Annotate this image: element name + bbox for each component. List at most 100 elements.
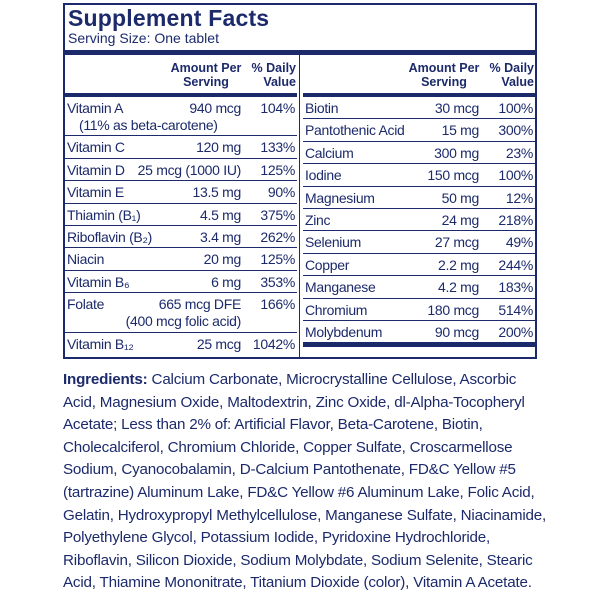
nutrient-name: Pantothenic Acid: [305, 122, 405, 139]
nutrient-name: Iodine: [305, 167, 342, 184]
daily-value: 375%: [260, 206, 295, 223]
amount: 25 mcg: [196, 335, 241, 352]
nutrient-name: Vitamin B₆: [67, 273, 130, 290]
column-divider: [299, 55, 300, 357]
amount: 300 mg: [434, 144, 479, 161]
nutrient-name: Riboflavin (B₂): [67, 228, 152, 245]
nutrient-name: Vitamin E: [67, 184, 124, 201]
nutrient-row: Selenium 27 mcg 49%: [303, 230, 535, 252]
nutrient-row: Manganese 4.2 mg 183%: [303, 275, 535, 297]
nutrient-name: Selenium: [305, 234, 361, 251]
daily-value: 125%: [260, 251, 295, 268]
column-header: Amount Per Serving % Daily Value: [303, 55, 535, 97]
nutrient-row: Molybdenum 90 mcg 200%: [303, 319, 535, 342]
nutrient-row: Biotin 30 mcg 100%: [303, 97, 535, 118]
daily-value: 262%: [260, 228, 295, 245]
nutrient-name: Vitamin B₁₂: [67, 335, 134, 352]
amount: 25 mcg (1000 IU): [137, 161, 242, 178]
ingredients-text: Calcium Carbonate, Microcrystalline Cell…: [63, 371, 547, 592]
amount: 180 mcg: [427, 301, 479, 318]
daily-value: 100%: [498, 100, 533, 116]
nutrient-name: Copper: [305, 256, 350, 273]
nutrient-name: Biotin: [305, 100, 339, 116]
nutrient-row: Chromium 180 mcg 514%: [303, 297, 535, 320]
nutrient-name: Molybdenum: [305, 323, 383, 340]
amount: 150 mcg: [427, 167, 479, 184]
amount: 27 mcg: [434, 234, 479, 251]
nutrient-row: Copper 2.2 mg 244%: [303, 252, 535, 275]
serving-size: Serving Size: One tablet: [68, 30, 219, 46]
nutrient-row: Vitamin D 25 mcg (1000 IU) 125%: [65, 157, 297, 180]
nutrient-row: Niacin 20 mg 125%: [65, 247, 297, 269]
amount: 3.4 mg: [200, 228, 241, 245]
daily-value: 100%: [498, 167, 533, 184]
column-header: Amount Per Serving % Daily Value: [65, 55, 297, 97]
rows: Vitamin A 940 mcg 104% (11% as beta-caroten…: [65, 97, 297, 354]
amount-header: Amount Per Serving: [170, 61, 242, 89]
nutrient-row: Pantothenic Acid 15 mg 300%: [303, 118, 535, 140]
amount: 120 mg: [196, 139, 241, 156]
amount-note: (400 mcg folic acid): [125, 313, 242, 330]
ingredients: Ingredients: Calcium Carbonate, Microcry…: [63, 369, 547, 595]
nutrient-row: Vitamin B₆ 6 mg 353%: [65, 269, 297, 292]
amount: 4.2 mg: [438, 279, 479, 296]
nutrient-row: Folate 665 mcg DFE 166% (400 mcg folic acid…: [65, 292, 297, 331]
nutrient-row: Calcium 300 mg 23%: [303, 140, 535, 163]
daily-value: 200%: [498, 323, 533, 340]
daily-value: 1042%: [252, 335, 295, 352]
amount: 6 mg: [211, 273, 241, 290]
nutrient-row: Vitamin A 940 mcg 104% (11% as beta-caroten…: [65, 97, 297, 135]
daily-value: 12%: [505, 189, 533, 206]
nutrient-row: Zinc 24 mg 218%: [303, 207, 535, 230]
amount: 665 mcg DFE: [158, 296, 242, 313]
amount: 940 mcg: [189, 100, 241, 116]
thick-rule: [303, 342, 535, 348]
amount: 2.2 mg: [438, 256, 479, 273]
nutrient-row: Thiamin (B₁) 4.5 mg 375%: [65, 202, 297, 225]
nutrient-name: Manganese: [305, 279, 376, 296]
daily-value: 514%: [498, 301, 533, 318]
nutrient-row: Magnesium 50 mg 12%: [303, 185, 535, 208]
daily-value: 244%: [498, 256, 533, 273]
nutrient-name: Vitamin D: [67, 161, 125, 178]
daily-value: 49%: [505, 234, 533, 251]
amount: 30 mcg: [434, 100, 479, 116]
daily-value: 166%: [260, 296, 295, 313]
left-column: Amount Per Serving % Daily Value Vitamin A…: [65, 55, 297, 354]
nutrient-name: Magnesium: [305, 189, 375, 206]
daily-value: 300%: [498, 122, 533, 139]
nutrient-name: Calcium: [305, 144, 354, 161]
daily-value: 218%: [498, 211, 533, 228]
amount: 24 mg: [441, 211, 480, 228]
amount: 15 mg: [441, 122, 480, 139]
right-column: Amount Per Serving % Daily Value Biotin 30 …: [303, 55, 535, 348]
nutrient-row: Vitamin E 13.5 mg 90%: [65, 180, 297, 202]
daily-value: 183%: [498, 279, 533, 296]
daily-value: 104%: [260, 100, 295, 116]
nutrient-name: Vitamin A: [67, 100, 124, 116]
nutrient-name: Niacin: [67, 251, 105, 268]
amount-header: Amount Per Serving: [408, 61, 480, 89]
nutrient-name: Thiamin (B₁): [67, 206, 141, 223]
rows: Biotin 30 mcg 100% Pantothenic Acid 15 mg 300…: [303, 97, 535, 342]
nutrient-row: Vitamin B₁₂ 25 mcg 1042%: [65, 331, 297, 354]
nutrient-note: (11% as beta-carotene): [79, 117, 218, 133]
title: Supplement Facts: [68, 5, 270, 31]
ingredients-label: Ingredients:: [63, 371, 148, 388]
daily-value-header: % Daily Value: [489, 61, 534, 89]
nutrient-name: Folate: [67, 296, 105, 313]
amount: 4.5 mg: [200, 206, 241, 223]
nutrient-name: Vitamin C: [67, 139, 125, 156]
thick-rule: [65, 50, 535, 55]
nutrient-name: Zinc: [305, 211, 331, 228]
daily-value: 90%: [267, 184, 295, 201]
nutrient-row: Iodine 150 mcg 100%: [303, 163, 535, 185]
daily-value: 23%: [505, 144, 533, 161]
amount: 20 mg: [203, 251, 242, 268]
amount: 13.5 mg: [192, 184, 242, 201]
facts-panel: Supplement Facts Serving Size: One table…: [63, 3, 537, 359]
amount: 90 mcg: [434, 323, 479, 340]
amount: 50 mg: [441, 189, 480, 206]
daily-value: 133%: [260, 139, 295, 156]
